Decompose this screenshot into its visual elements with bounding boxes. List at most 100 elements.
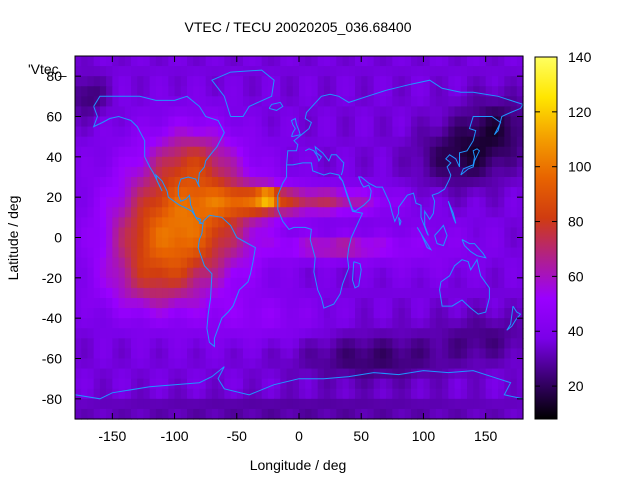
heatmap-cell: [255, 187, 263, 198]
heatmap-cell: [467, 217, 474, 229]
heatmap-cell: [267, 86, 275, 97]
heatmap-cell: [485, 328, 493, 339]
heatmap-cell: [174, 126, 182, 138]
heatmap-cell: [93, 398, 101, 410]
heatmap-cell: [193, 106, 201, 118]
heatmap-cell: [479, 398, 487, 410]
heatmap-cell: [361, 217, 369, 229]
heatmap-cell: [236, 126, 244, 138]
heatmap-cell: [504, 298, 512, 309]
heatmap-cell: [404, 217, 412, 229]
heatmap-cell: [274, 368, 281, 380]
heatmap-cell: [442, 298, 449, 309]
heatmap-cell: [498, 398, 505, 410]
heatmap-cell: [491, 368, 499, 380]
heatmap-cell: [429, 398, 437, 410]
heatmap-cell: [417, 56, 425, 67]
heatmap-cell: [218, 156, 225, 168]
heatmap-cell: [274, 227, 281, 239]
heatmap-cell: [299, 267, 306, 279]
heatmap-cell: [379, 146, 387, 158]
heatmap-cell: [211, 227, 219, 239]
heatmap-cell: [429, 328, 437, 339]
heatmap-cell: [348, 207, 356, 218]
heatmap-cell: [81, 328, 89, 339]
heatmap-cell: [498, 166, 505, 178]
heatmap-cell: [224, 388, 232, 400]
heatmap-cell: [255, 378, 263, 390]
heatmap-cell: [106, 156, 113, 168]
heatmap-cell: [131, 106, 138, 118]
heatmap-cell: [292, 66, 300, 77]
heatmap-cell: [106, 247, 113, 259]
heatmap-cell: [243, 398, 250, 410]
heatmap-cell: [162, 156, 169, 168]
heatmap-cell: [317, 277, 325, 289]
heatmap-cell: [261, 398, 269, 410]
heatmap-cell: [299, 308, 306, 319]
heatmap-cell: [205, 116, 213, 128]
x-axis-label: Longitude / deg: [250, 457, 347, 473]
heatmap-cell: [336, 66, 344, 77]
chart-title: VTEC / TECU 20020205_036.68400: [184, 19, 411, 35]
heatmap-cell: [99, 106, 107, 118]
heatmap-cell: [187, 378, 194, 390]
heatmap-cell: [423, 408, 431, 420]
heatmap-cell: [373, 318, 381, 329]
heatmap-cell: [479, 177, 487, 188]
heatmap-cell: [423, 257, 431, 269]
x-tick-label: 50: [353, 428, 369, 444]
heatmap-cell: [423, 197, 431, 208]
heatmap-cell: [106, 398, 113, 410]
heatmap-cell: [398, 187, 406, 198]
heatmap-cell: [162, 227, 169, 239]
heatmap-cell: [417, 267, 425, 279]
heatmap-cell: [137, 408, 145, 420]
heatmap-cell: [386, 166, 393, 178]
heatmap-cell: [81, 66, 89, 77]
heatmap-cell: [305, 338, 313, 350]
heatmap-cell: [299, 298, 306, 309]
heatmap-cell: [392, 308, 400, 319]
heatmap-cell: [124, 227, 132, 239]
heatmap-cell: [87, 177, 95, 188]
heatmap-cell: [336, 318, 344, 329]
heatmap-cell: [112, 257, 120, 269]
heatmap-cell: [261, 96, 269, 108]
heatmap-cell: [193, 247, 201, 259]
heatmap-cell: [168, 308, 176, 319]
heatmap-cell: [361, 86, 369, 97]
heatmap-cell: [299, 96, 306, 108]
heatmap-cell: [491, 197, 499, 208]
heatmap-cell: [174, 217, 182, 229]
heatmap-cell: [454, 207, 462, 218]
heatmap-cell: [255, 277, 263, 289]
heatmap-cell: [504, 106, 512, 118]
heatmap-cell: [404, 267, 412, 279]
coastline: [290, 117, 301, 138]
heatmap-cell: [249, 408, 257, 420]
heatmap-cell: [199, 298, 207, 309]
heatmap-cell: [155, 126, 163, 138]
heatmap-cell: [280, 318, 288, 329]
heatmap-cell: [411, 136, 418, 148]
heatmap-cell: [299, 408, 306, 420]
heatmap-cell: [87, 187, 95, 198]
heatmap-cell: [435, 257, 443, 269]
heatmap-cell: [355, 378, 362, 390]
heatmap-cell: [367, 207, 375, 218]
heatmap-cell: [149, 86, 157, 97]
heatmap-cell: [143, 96, 151, 108]
heatmap-cell: [249, 338, 257, 350]
heatmap-cell: [305, 358, 313, 370]
heatmap-cell: [143, 146, 151, 158]
heatmap-cell: [330, 76, 337, 87]
heatmap-cell: [249, 106, 257, 118]
heatmap-cell: [330, 328, 337, 339]
heatmap-cell: [187, 136, 194, 148]
heatmap-cell: [112, 207, 120, 218]
heatmap-cell: [498, 358, 505, 370]
heatmap-cell: [224, 156, 232, 168]
heatmap-cell: [305, 368, 313, 380]
heatmap-cell: [193, 378, 201, 390]
